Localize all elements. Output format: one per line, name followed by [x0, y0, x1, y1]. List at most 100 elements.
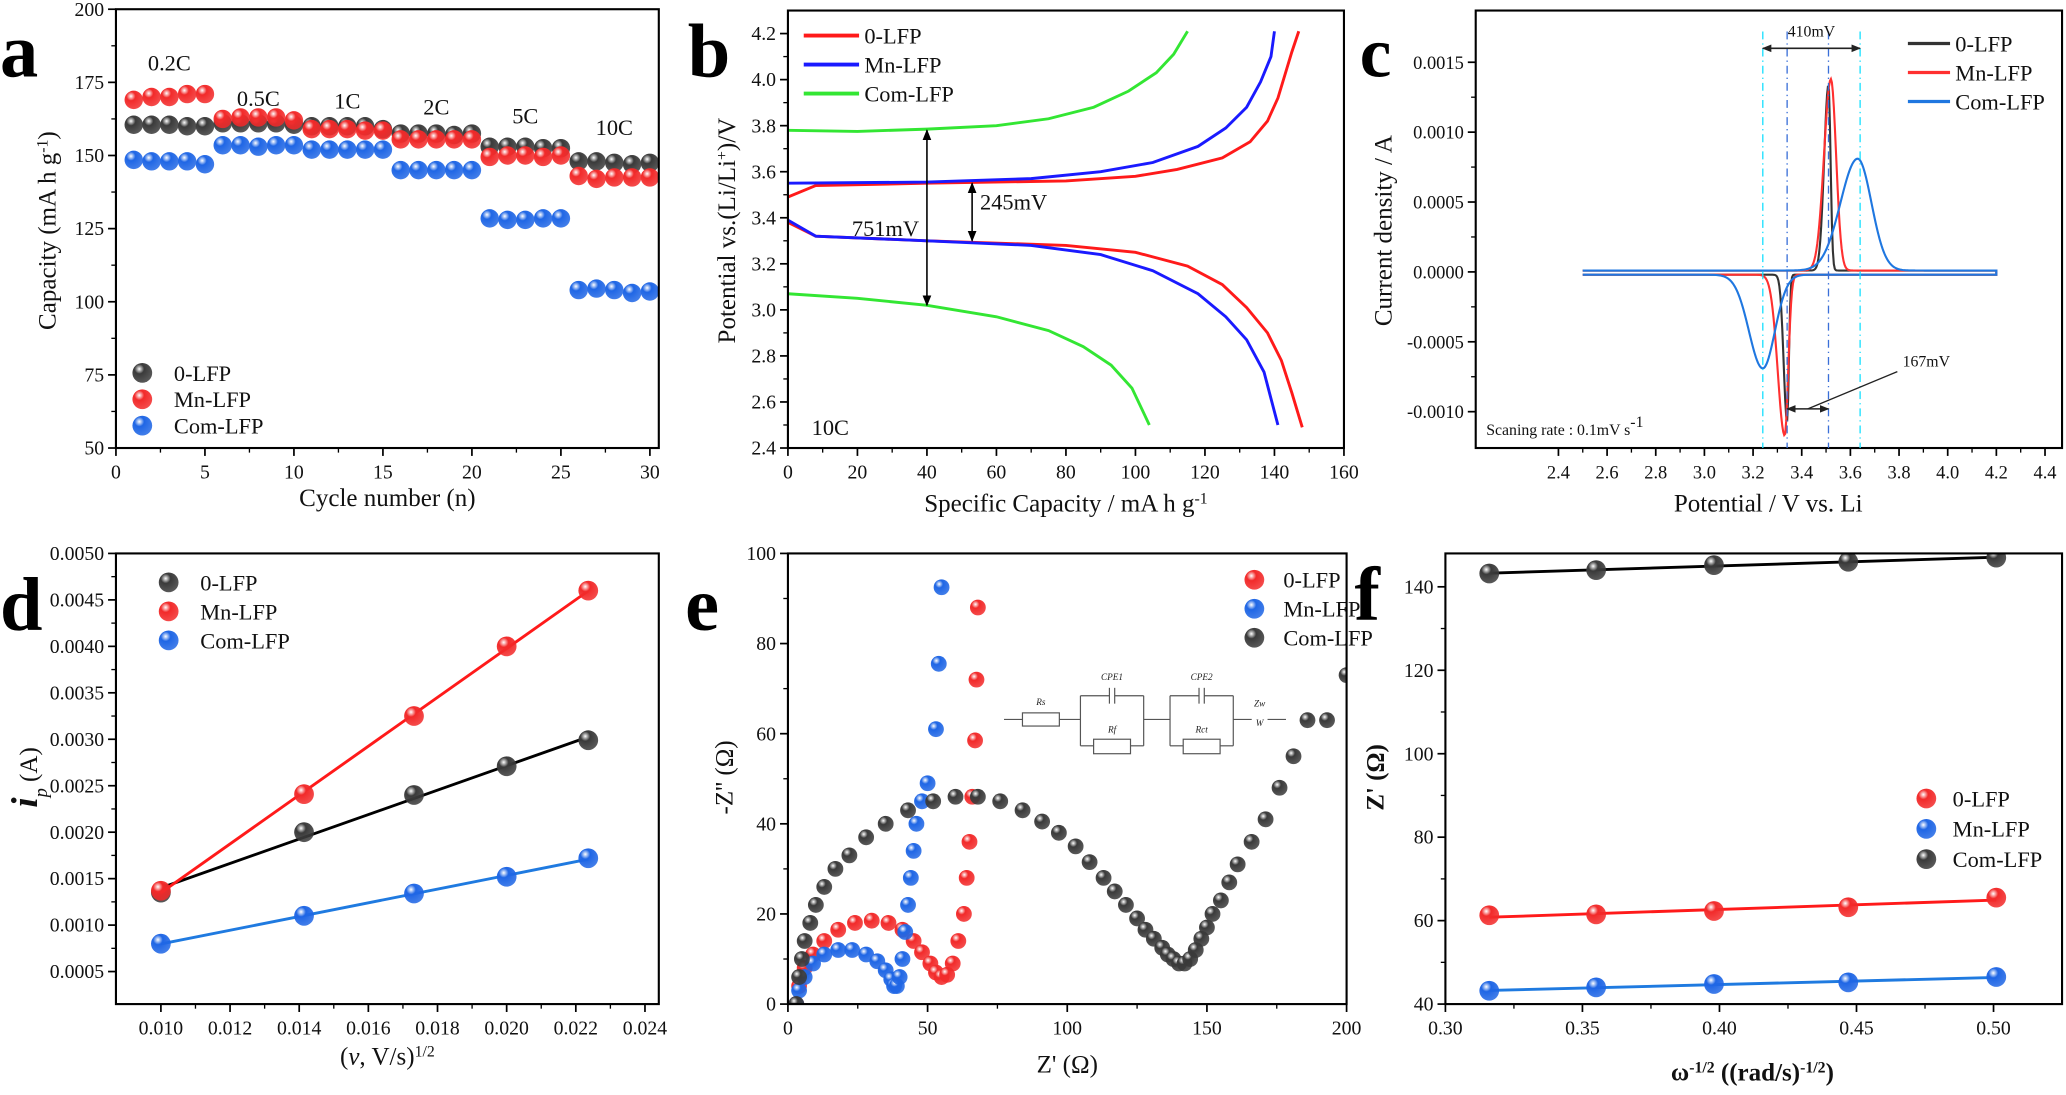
- legend-label: Mn-LFP: [1283, 597, 1360, 622]
- y-tick-label: 150: [74, 145, 104, 167]
- x-tick-label: 0: [111, 461, 121, 483]
- label-part: ): [34, 131, 61, 139]
- data-point: [958, 869, 975, 886]
- x-tick-label: 3.8: [1888, 462, 1911, 482]
- y-tick-label: 140: [1404, 576, 1434, 598]
- y-tick-label: 60: [1414, 910, 1434, 932]
- x-axis-label: Specific Capacity / mA h g-1: [924, 490, 1207, 518]
- x-tick-label: 0.022: [554, 1017, 598, 1039]
- data-point: [294, 905, 314, 926]
- legend-label: Mn-LFP: [200, 599, 277, 624]
- data-point: [195, 117, 215, 136]
- x-tick-label: 0.016: [346, 1017, 391, 1039]
- data-point: [404, 706, 424, 726]
- data-point: [266, 136, 286, 155]
- fit-line: [1489, 975, 1997, 992]
- data-point: [409, 130, 428, 149]
- x-tick-label: 4.2: [1985, 462, 2008, 482]
- data-point: [1586, 977, 1607, 998]
- data-point: [427, 130, 446, 149]
- resistor-icon: [1021, 712, 1060, 727]
- data-point: [496, 636, 517, 657]
- fit-line: [160, 857, 589, 946]
- panel-letter: f: [1354, 551, 1381, 636]
- y-axis-label: Current density / A: [1370, 135, 1397, 326]
- x-tick-label: 40: [917, 461, 937, 483]
- data-point: [294, 822, 314, 843]
- data-point: [807, 897, 824, 913]
- x-tick-label: 0.020: [484, 1017, 529, 1039]
- label-part: p: [31, 788, 51, 799]
- data-point: [791, 982, 808, 999]
- y-tick-label: 0.0015: [1413, 53, 1464, 73]
- data-point: [914, 944, 930, 961]
- x-tick-label: 60: [987, 461, 1007, 483]
- plot-frame: [114, 8, 660, 450]
- data-point: [880, 915, 897, 931]
- legend-label: 0-LFP: [1955, 31, 2012, 56]
- x-tick-label: 80: [1056, 461, 1076, 483]
- data-point: [496, 756, 517, 777]
- y-axis-label: -Z'' (Ω): [712, 740, 739, 814]
- y-tick-label: -0.0005: [1407, 332, 1464, 352]
- y-tick-label: 200: [74, 0, 104, 21]
- x-tick-label: 20: [848, 461, 868, 483]
- data-point: [284, 136, 304, 155]
- label-part: )/V: [714, 118, 741, 151]
- data-point: [841, 847, 858, 864]
- y-axis-label: ip (A): [4, 747, 51, 807]
- x-tick-label: 120: [1190, 461, 1220, 483]
- data-point: [933, 579, 950, 596]
- label-part: -1: [34, 140, 51, 153]
- x-tick-label: 0.30: [1428, 1017, 1463, 1039]
- plot-area: [151, 580, 599, 954]
- data-point: [827, 860, 844, 877]
- charge-curve: [787, 31, 1276, 185]
- data-point: [1704, 555, 1724, 575]
- leader-line: [1807, 370, 1898, 410]
- legend-marker: [1916, 849, 1937, 870]
- circuit-label: Zw: [1254, 698, 1266, 708]
- fit-line: [1489, 898, 1997, 919]
- data-point: [338, 119, 357, 139]
- data-point: [404, 785, 424, 805]
- data-point: [213, 136, 232, 155]
- data-point: [569, 152, 588, 171]
- data-point: [1479, 980, 1500, 1001]
- data-point: [605, 168, 624, 187]
- y-tick-label: 2.4: [751, 438, 776, 460]
- data-point: [969, 599, 986, 616]
- circuit-label: Rs: [1035, 697, 1046, 707]
- panel-letter: b: [688, 8, 730, 93]
- x-axis-label: ω-1/2 ((rad/s)-1/2): [1671, 1059, 1834, 1087]
- x-tick-label: 0.45: [1839, 1017, 1874, 1039]
- data-point: [213, 109, 232, 129]
- circuit-label: Rct: [1195, 725, 1209, 735]
- data-point: [816, 879, 833, 895]
- x-tick-label: 150: [1192, 1017, 1222, 1039]
- data-point: [1081, 854, 1098, 871]
- data-point: [320, 119, 339, 139]
- data-point: [1479, 905, 1500, 926]
- label-part: Specific Capacity / mA h g: [924, 490, 1195, 517]
- data-point: [578, 848, 599, 869]
- legend-marker: [158, 572, 179, 593]
- data-point: [151, 880, 171, 901]
- circuit-label: CPE2: [1191, 672, 1213, 682]
- rate-label: 0.2C: [148, 51, 191, 76]
- data-point: [1479, 563, 1500, 584]
- y-tick-label: 4.0: [751, 69, 776, 91]
- legend-label: Com-LFP: [1283, 626, 1373, 651]
- series-Com-LFP: [787, 30, 1189, 426]
- legend-label: Com-LFP: [1953, 847, 2043, 872]
- resistor-icon: [1093, 738, 1132, 755]
- legend-marker: [1916, 788, 1937, 809]
- label-part: Z' (Ω): [1037, 1052, 1098, 1079]
- legend-label: Com-LFP: [864, 81, 954, 106]
- data-point: [1586, 560, 1607, 581]
- data-point: [961, 833, 978, 850]
- data-point: [177, 152, 197, 171]
- data-point: [1034, 813, 1051, 830]
- data-point: [640, 153, 659, 173]
- data-point: [640, 168, 659, 187]
